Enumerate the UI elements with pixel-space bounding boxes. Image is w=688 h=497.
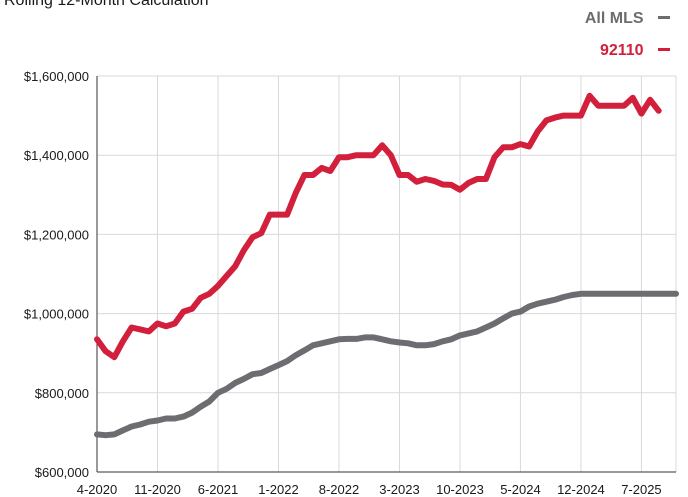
x-tick-label: 1-2022: [258, 482, 298, 497]
y-tick-label: $1,600,000: [24, 69, 89, 84]
x-tick-label: 3-2023: [379, 482, 419, 497]
x-tick-label: 5-2024: [500, 482, 540, 497]
legend-label-92110: 92110: [599, 42, 644, 59]
legend-swatch-all-mls: [658, 16, 670, 20]
legend-swatch-92110: [658, 48, 670, 52]
y-tick-label: $1,400,000: [24, 148, 89, 163]
y-tick-label: $600,000: [35, 465, 89, 480]
x-tick-label: 12-2024: [557, 482, 605, 497]
x-tick-label: 8-2022: [319, 482, 359, 497]
x-tick-label: 4-2020: [77, 482, 117, 497]
x-tick-label: 11-2020: [134, 482, 181, 497]
x-tick-label: 6-2021: [198, 482, 238, 497]
x-tick-label: 7-2025: [621, 482, 661, 497]
y-tick-label: $1,200,000: [24, 227, 89, 242]
y-tick-label: $1,000,000: [24, 307, 89, 322]
y-tick-label: $800,000: [35, 386, 89, 401]
series-line-all-mls: [94, 290, 679, 439]
legend-item-all-mls: All MLS: [585, 10, 670, 28]
chart-subtitle: Rolling 12-Month Calculation: [4, 0, 209, 9]
legend-item-92110: 92110: [600, 42, 670, 60]
x-tick-label: 10-2023: [436, 482, 484, 497]
series-line-92110: [94, 92, 662, 361]
legend-label-all-mls: All MLS: [584, 10, 644, 27]
